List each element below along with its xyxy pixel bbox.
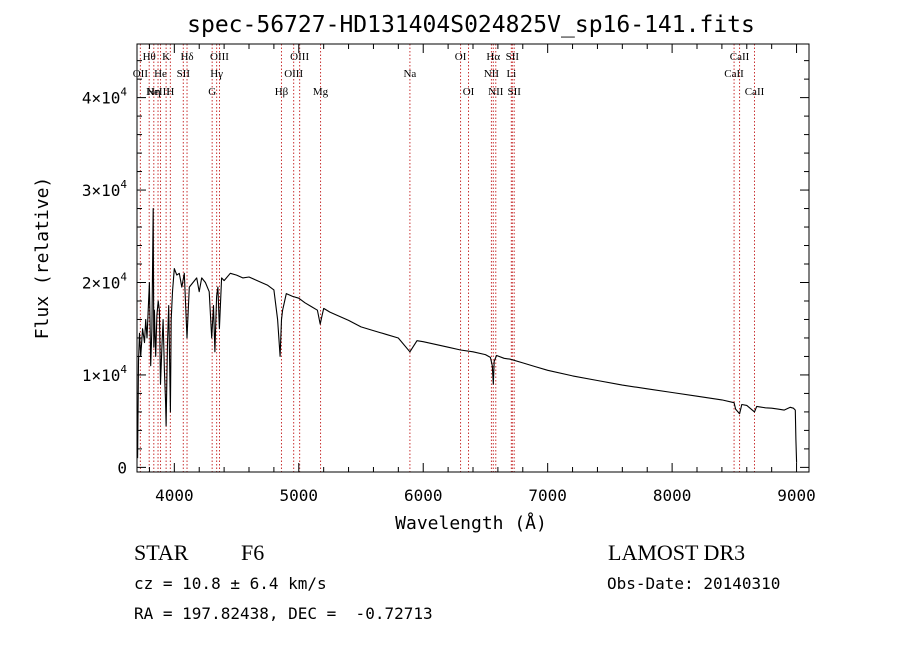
y-tick-mantissa: 1×10 — [82, 366, 121, 385]
plot-frame — [136, 43, 810, 473]
x-tick-label: 8000 — [653, 486, 692, 505]
x-tick-label: 6000 — [404, 486, 443, 505]
y-tick-label: 3×104 — [82, 178, 128, 200]
y-tick-exponent: 4 — [120, 86, 127, 99]
y-tick-exponent: 4 — [120, 270, 127, 283]
line-marker-label: OIII — [290, 51, 309, 63]
x-tick-label: 9000 — [777, 486, 816, 505]
y-tick-label: 4×104 — [82, 86, 128, 108]
x-tick-label: 4000 — [155, 486, 194, 505]
y-tick-mantissa: 4×10 — [82, 89, 121, 108]
y-tick-exponent: 4 — [120, 363, 127, 376]
line-marker-label: NeIII — [146, 86, 170, 98]
spectral-line-markers — [139, 44, 755, 472]
x-axis-label: Wavelength (Å) — [395, 512, 547, 534]
x-tick-label: 7000 — [528, 486, 567, 505]
line-marker-label: NII — [488, 86, 504, 98]
line-marker-label: Li — [506, 68, 516, 80]
line-marker-label: OIII — [210, 51, 229, 63]
coordinates: RA = 197.82438, DEC = -0.72713 — [134, 604, 433, 623]
x-axis: 4000 5000 6000 7000 8000 9000 — [148, 44, 816, 505]
line-marker-label: H — [166, 86, 174, 98]
y-tick-mantissa: 0 — [117, 458, 127, 477]
line-marker-label: Hδ — [180, 51, 193, 63]
spectral-subclass: F6 — [241, 540, 265, 565]
line-marker-label: CaII — [745, 86, 765, 98]
flux-series-line — [137, 207, 798, 463]
line-marker-label: OI — [455, 51, 467, 63]
line-marker-label: He — [154, 68, 167, 80]
survey-name: LAMOST DR3 — [608, 540, 746, 565]
line-marker-label: SII — [507, 86, 521, 98]
object-class: STAR — [134, 540, 189, 565]
y-axis-label: Flux (relative) — [32, 177, 53, 340]
observation-date: Obs-Date: 20140310 — [607, 574, 781, 593]
line-marker-label: Hθ — [143, 51, 156, 63]
line-marker-label: CaII — [724, 68, 744, 80]
line-marker-label: NII — [484, 68, 500, 80]
line-marker-label: Hη — [147, 86, 161, 98]
line-marker-label: SII — [506, 51, 520, 63]
chart-title: spec-56727-HD131404S024825V_sp16-141.fit… — [187, 12, 755, 38]
line-marker-label: OI — [463, 86, 475, 98]
line-marker-label: SII — [177, 68, 191, 80]
line-marker-label: Mg — [313, 86, 329, 98]
line-marker-label: CaII — [730, 51, 750, 63]
y-tick-mantissa: 3×10 — [82, 181, 121, 200]
line-marker-label: K — [162, 51, 170, 63]
x-tick-label: 5000 — [280, 486, 319, 505]
line-marker-label: G — [208, 86, 216, 98]
y-tick-label: 0 — [117, 458, 127, 477]
line-marker-label: Hγ — [210, 68, 223, 80]
y-tick-exponent: 4 — [120, 178, 127, 191]
y-tick-label: 1×104 — [82, 363, 128, 385]
y-tick-mantissa: 2×10 — [82, 273, 121, 292]
line-marker-label: Hβ — [275, 86, 289, 98]
line-marker-label: Na — [403, 68, 416, 80]
line-marker-label: Hα — [486, 51, 500, 63]
y-tick-label: 2×104 — [82, 270, 128, 292]
spectral-line-labels: OIIHθHηNeIIIHeKHSIIHδGHγOIIIHβOIIIOIIIMg… — [133, 51, 765, 98]
line-marker-label: OIII — [284, 68, 303, 80]
line-marker-label: OII — [133, 68, 149, 80]
redshift-info: cz = 10.8 ± 6.4 km/s — [134, 574, 327, 593]
